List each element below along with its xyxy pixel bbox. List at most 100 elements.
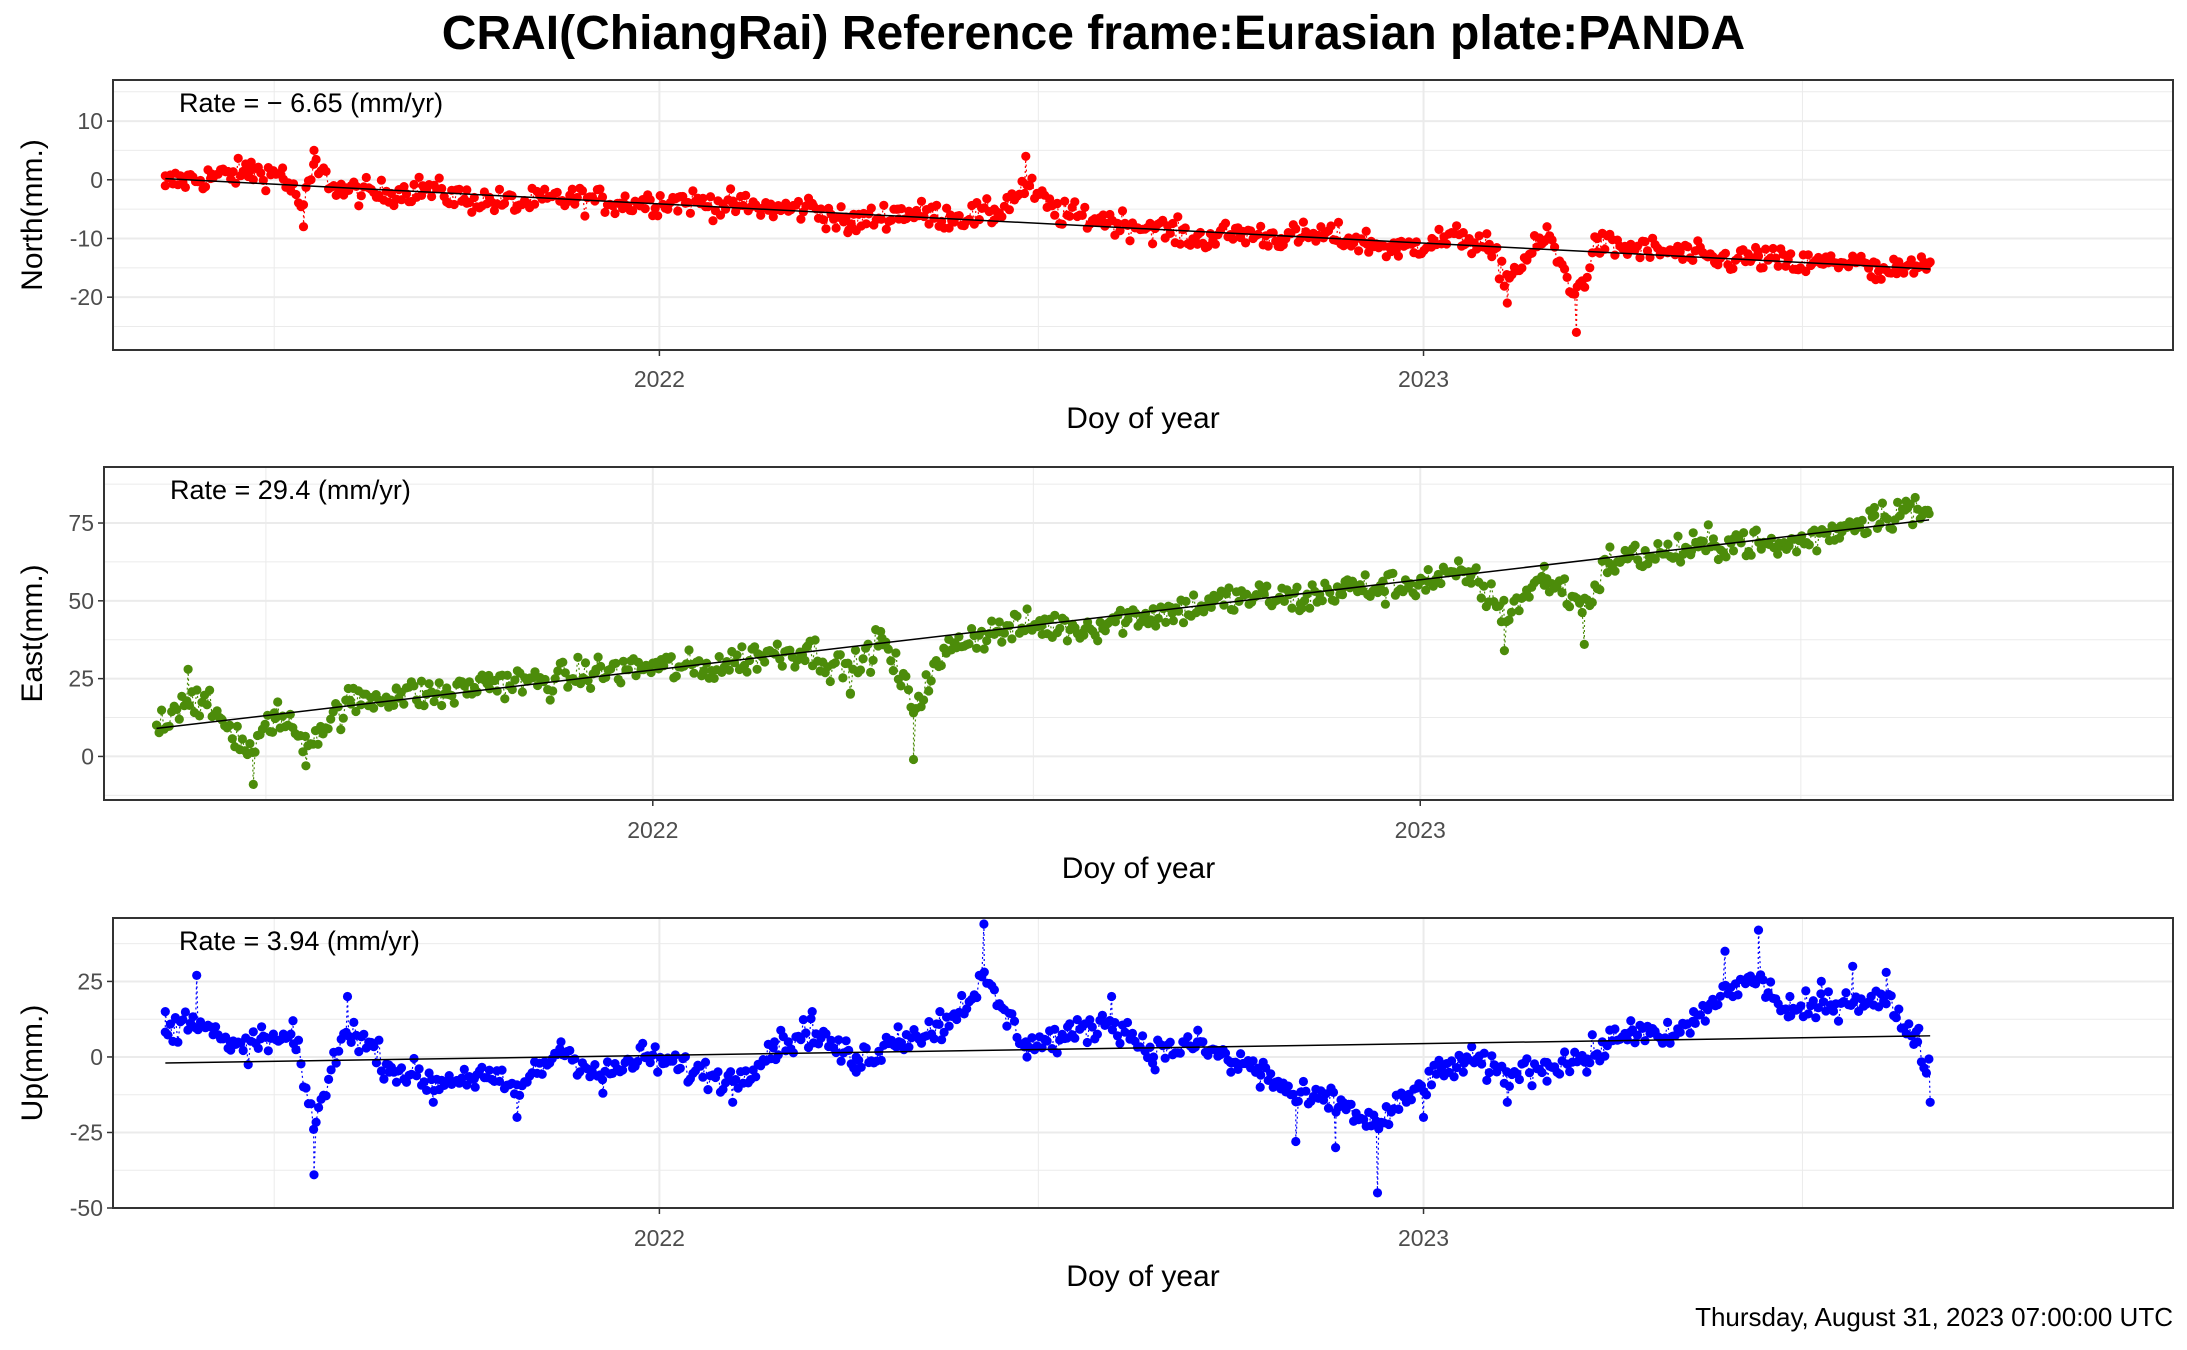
data-point — [1021, 151, 1031, 161]
data-point — [1870, 510, 1880, 520]
data-point — [428, 1097, 438, 1107]
data-point — [685, 208, 696, 218]
data-point — [1060, 196, 1070, 206]
data-point — [1715, 991, 1725, 1001]
y-tick-label: -10 — [70, 225, 103, 251]
data-point — [904, 1042, 914, 1052]
data-point — [1924, 1054, 1934, 1064]
trend-line — [156, 519, 1930, 730]
data-point — [573, 652, 583, 662]
x-tick-label: 2022 — [627, 817, 678, 843]
data-point — [414, 172, 424, 182]
data-point — [1822, 528, 1832, 538]
data-point — [1876, 274, 1886, 284]
data-point — [1080, 202, 1090, 212]
data-point — [1052, 1048, 1062, 1058]
data-point — [1287, 603, 1297, 613]
data-point — [793, 196, 804, 207]
data-point — [419, 1077, 429, 1087]
data-point — [846, 219, 856, 229]
data-point — [1768, 243, 1778, 254]
data-point — [866, 203, 876, 213]
data-point — [881, 224, 891, 234]
data-point — [935, 1007, 945, 1017]
data-point — [1527, 248, 1537, 258]
data-point — [741, 1066, 751, 1076]
data-point — [1426, 1080, 1437, 1090]
data-point — [288, 179, 299, 189]
data-point — [1070, 197, 1080, 207]
data-point — [1210, 239, 1220, 249]
data-point — [741, 190, 751, 200]
data-point — [1418, 1112, 1429, 1122]
data-point — [268, 727, 278, 737]
data-point — [937, 1035, 947, 1045]
data-point — [1585, 263, 1595, 273]
y-axis-title: Up(mm.) — [16, 1005, 49, 1122]
data-point — [457, 1073, 467, 1083]
data-point — [346, 1037, 356, 1047]
data-point — [1168, 616, 1178, 626]
data-point — [1203, 241, 1213, 252]
data-point — [964, 639, 974, 649]
y-axis-title: North(mm.) — [16, 139, 49, 291]
data-point — [751, 1072, 761, 1082]
data-point — [1183, 1032, 1193, 1042]
data-point — [821, 1029, 831, 1039]
data-point — [1585, 1058, 1595, 1068]
data-point — [1189, 590, 1199, 600]
data-point — [1118, 628, 1128, 639]
data-point — [349, 1017, 359, 1027]
data-point — [1921, 1068, 1931, 1078]
data-point — [798, 1015, 809, 1025]
data-point — [714, 652, 724, 662]
data-point — [1904, 1019, 1914, 1029]
data-point — [1428, 581, 1438, 591]
data-point — [563, 682, 573, 692]
data-point — [298, 222, 309, 232]
data-point — [1146, 615, 1156, 625]
data-point — [1570, 1047, 1580, 1057]
data-point — [850, 645, 861, 655]
data-point — [399, 182, 409, 192]
data-point — [982, 194, 992, 204]
data-point — [1713, 554, 1723, 565]
data-point — [424, 679, 434, 689]
data-point — [1685, 1028, 1695, 1038]
data-point — [1331, 1143, 1341, 1153]
data-point — [1882, 514, 1893, 524]
data-point — [650, 203, 660, 213]
data-point — [1497, 256, 1507, 266]
data-point — [1881, 999, 1891, 1009]
data-point — [628, 206, 638, 216]
data-point — [760, 657, 770, 667]
data-point — [694, 656, 704, 666]
data-point — [580, 658, 591, 668]
data-point — [598, 1088, 608, 1098]
data-point — [1323, 1103, 1334, 1113]
data-point — [1361, 226, 1371, 236]
data-point — [1484, 1068, 1494, 1078]
data-point — [1229, 605, 1239, 615]
data-point — [1690, 1018, 1700, 1028]
data-point — [437, 700, 447, 711]
data-point — [595, 184, 605, 194]
data-point — [987, 616, 997, 626]
data-point — [675, 1063, 685, 1073]
data-point — [1796, 1001, 1806, 1011]
data-point — [1173, 212, 1183, 222]
data-point — [449, 199, 459, 210]
data-point — [434, 678, 444, 688]
y-axis-title: East(mm.) — [16, 564, 49, 702]
data-point — [962, 1004, 972, 1014]
data-point — [449, 698, 459, 708]
data-point — [1097, 1010, 1107, 1020]
data-point — [610, 208, 620, 219]
data-point — [680, 1052, 691, 1062]
data-point — [462, 185, 472, 195]
data-point — [1466, 578, 1476, 588]
data-point — [228, 167, 238, 177]
data-point — [354, 1047, 364, 1057]
data-point — [1522, 1054, 1532, 1064]
data-point — [202, 700, 212, 710]
